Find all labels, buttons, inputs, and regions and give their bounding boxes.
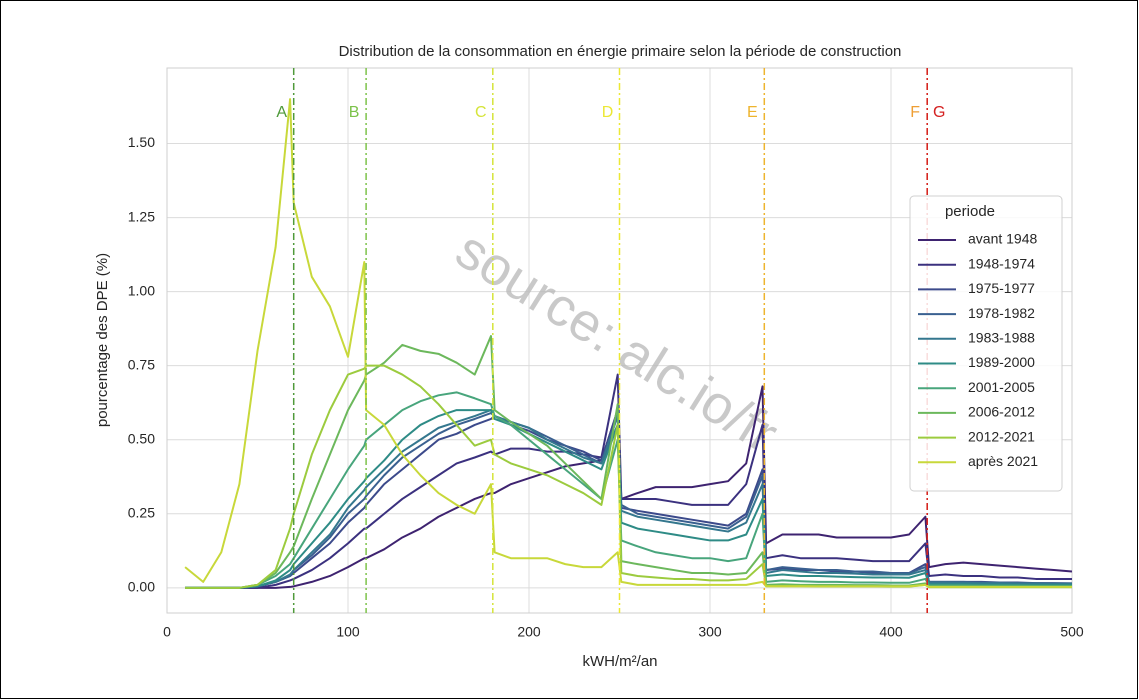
x-tick-label: 400 (879, 624, 903, 640)
y-tick-label: 0.25 (128, 504, 155, 520)
threshold-label: G (933, 104, 945, 121)
legend-label: 1978-1982 (968, 305, 1035, 321)
y-tick-label: 0.00 (128, 579, 155, 595)
chart-title: Distribution de la consommation en énerg… (339, 43, 902, 60)
y-tick-label: 1.00 (128, 282, 155, 298)
threshold-label: E (747, 104, 758, 121)
legend-label: 1975-1977 (968, 280, 1035, 296)
x-axis-label: kWH/m²/an (583, 653, 658, 670)
threshold-label: C (475, 104, 487, 121)
y-tick-label: 0.50 (128, 430, 155, 446)
y-tick-label: 1.50 (128, 134, 155, 150)
legend-label: 2001-2005 (968, 379, 1035, 395)
x-tick-label: 300 (698, 624, 722, 640)
legend-box (909, 195, 1063, 492)
x-tick-label: 100 (336, 624, 360, 640)
legend-label: 1983-1988 (968, 330, 1035, 346)
y-tick-label: 0.75 (128, 356, 155, 372)
legend-label: 2012-2021 (968, 428, 1035, 444)
legend-title: periode (945, 203, 995, 220)
y-axis-label: pourcentage des DPE (%) (94, 253, 111, 427)
x-tick-label: 500 (1060, 624, 1084, 640)
x-tick-label: 200 (517, 624, 541, 640)
y-tick-label: 1.25 (128, 208, 155, 224)
legend-label: 1948-1974 (968, 255, 1035, 271)
legend-label: 1989-2000 (968, 354, 1035, 370)
threshold-label: A (276, 104, 287, 121)
x-tick-label: 0 (163, 624, 171, 640)
legend-label: après 2021 (968, 453, 1038, 469)
threshold-label: D (602, 104, 614, 121)
legend-label: 2006-2012 (968, 404, 1035, 420)
threshold-label: B (349, 104, 360, 121)
legend-label: avant 1948 (968, 231, 1037, 247)
threshold-label: F (910, 104, 920, 121)
